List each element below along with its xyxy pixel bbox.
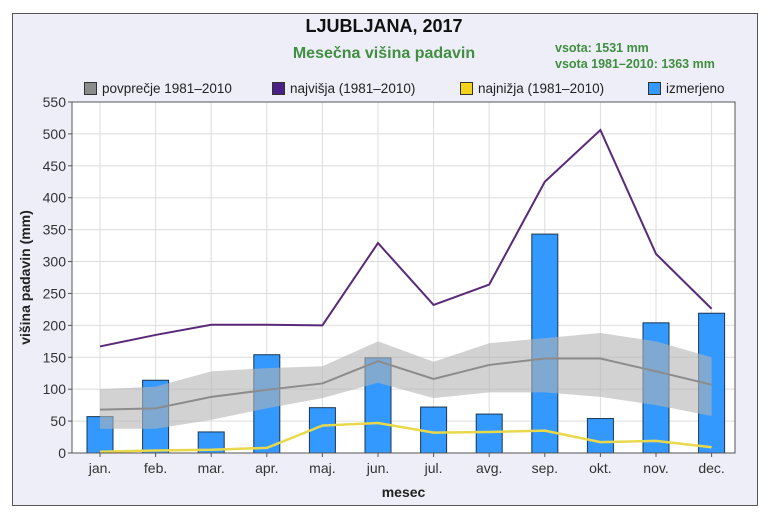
legend-swatch [84,82,97,95]
x-tick-label: apr. [255,460,278,476]
bar-avg [475,413,503,454]
average-line [99,357,712,411]
y-tick-label: 100 [43,381,67,397]
legend-item-max: najvišja (1981–2010) [272,81,415,96]
legend-swatch [648,82,661,95]
legend-label: izmerjeno [666,81,725,96]
y-tick-label: 150 [43,349,67,365]
x-tick-label: mar. [198,460,225,476]
y-tick-label: 400 [43,190,67,206]
x-tick-label: jan. [88,460,112,476]
x-tick-label: avg. [476,460,502,476]
chart-title: LJUBLJANA, 2017 [305,16,463,36]
y-tick-label: 250 [43,285,67,301]
x-axis-label: mesec [382,484,426,500]
total-normal: vsota 1981–2010: 1363 mm [555,57,715,71]
y-tick-label: 300 [43,254,67,270]
x-tick-label: dec. [698,460,724,476]
legend-item-measured: izmerjeno [648,81,725,96]
plot-border [71,101,736,454]
y-tick-label: 350 [43,222,67,238]
legend-label: najnižja (1981–2010) [478,81,605,96]
x-tick-label: jul. [424,460,443,476]
y-tick-label: 0 [58,445,66,461]
y-tick-label: 450 [43,158,67,174]
x-tick-label: okt. [589,460,612,476]
legend-label: povprečje 1981–2010 [102,81,232,96]
y-tick-label: 550 [43,94,67,110]
bar-okt [586,418,614,454]
legend-swatch [272,82,285,95]
y-tick-label: 500 [43,126,67,142]
average-range-band [100,333,712,429]
minimum-line [99,421,712,453]
x-tick-label: sep. [532,460,558,476]
total-2017: vsota: 1531 mm [555,41,649,55]
x-tick-label: maj. [309,460,335,476]
x-tick-label: nov. [643,460,668,476]
x-tick-label: jun. [366,460,390,476]
y-axis-label: višina padavin (mm) [17,210,33,345]
legend-item-average: povprečje 1981–2010 [84,81,232,96]
legend-label: najvišja (1981–2010) [290,81,416,96]
x-tick-label: feb. [144,460,167,476]
y-tick-label: 50 [50,413,66,429]
y-tick-label: 200 [43,317,67,333]
chart-subtitle: Mesečna višina padavin [292,45,476,62]
maximum-line [99,128,713,348]
legend-item-min: najnižja (1981–2010) [460,81,604,96]
legend-swatch [460,82,473,95]
